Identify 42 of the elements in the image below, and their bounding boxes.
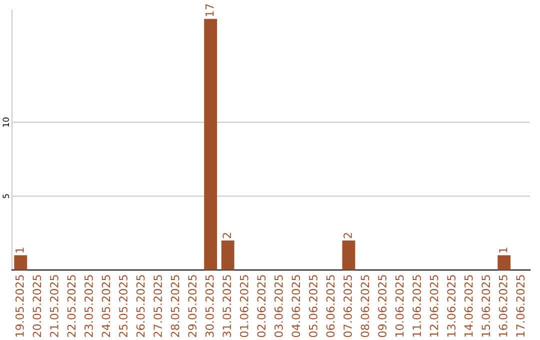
x-tick-label: 05.06.2025 xyxy=(308,275,318,338)
data-label: 2 xyxy=(344,233,352,238)
x-tick-label: 10.06.2025 xyxy=(395,275,404,337)
x-tick-label: 28.05.2025 xyxy=(170,275,180,337)
x-tick-label: 04.06.2025 xyxy=(292,275,300,338)
x-tick-label: 25.05.2025 xyxy=(119,275,128,337)
x-tick-label: 23.05.2025 xyxy=(84,275,93,337)
x-tick-label: 02.06.2025 xyxy=(257,275,266,338)
x-tick-label: 24.05.2025 xyxy=(102,275,110,337)
x-tick-label: 11.06.2025 xyxy=(412,275,421,337)
x-tick-label: 26.05.2025 xyxy=(136,275,145,337)
x-tick-label: 01.06.2025 xyxy=(240,275,248,338)
x-tick-label: 13.06.2025 xyxy=(447,275,456,337)
data-label: 17 xyxy=(206,4,214,16)
x-tick-label: 14.06.2025 xyxy=(464,275,473,337)
x-tick-label: 03.06.2025 xyxy=(274,275,283,338)
x-tick-label: 19.05.2025 xyxy=(15,275,24,337)
y-tick-label: 10 xyxy=(2,118,9,127)
x-tick-label: 21.05.2025 xyxy=(50,275,58,337)
bar xyxy=(498,255,511,270)
x-tick-label: 17.06.2025 xyxy=(516,275,525,337)
x-tick-label: 31.05.2025 xyxy=(222,275,232,337)
x-tick-label: 12.06.2025 xyxy=(430,275,438,337)
x-tick-label: 22.05.2025 xyxy=(67,275,76,337)
x-tick-label: 27.05.2025 xyxy=(154,275,162,337)
bar xyxy=(342,240,356,270)
x-tick-label: 20.05.2025 xyxy=(32,275,42,337)
data-label: 1 xyxy=(499,248,508,253)
x-tick-label: 09.06.2025 xyxy=(378,275,386,338)
data-label: 1 xyxy=(16,248,24,253)
x-tick-label: 07.06.2025 xyxy=(344,275,352,338)
bar xyxy=(204,18,218,270)
x-tick-label: 30.05.2025 xyxy=(205,275,214,337)
x-tick-label: 06.06.2025 xyxy=(326,275,335,338)
x-tick-label: 29.05.2025 xyxy=(188,275,197,337)
data-label: 2 xyxy=(222,233,231,238)
bar xyxy=(221,240,234,270)
x-tick-label: 15.06.2025 xyxy=(482,275,490,337)
y-tick-label: 5 xyxy=(2,194,9,198)
x-tick-label: 08.06.2025 xyxy=(360,275,370,338)
x-tick-label: 16.06.2025 xyxy=(498,275,508,337)
bar xyxy=(14,255,28,270)
